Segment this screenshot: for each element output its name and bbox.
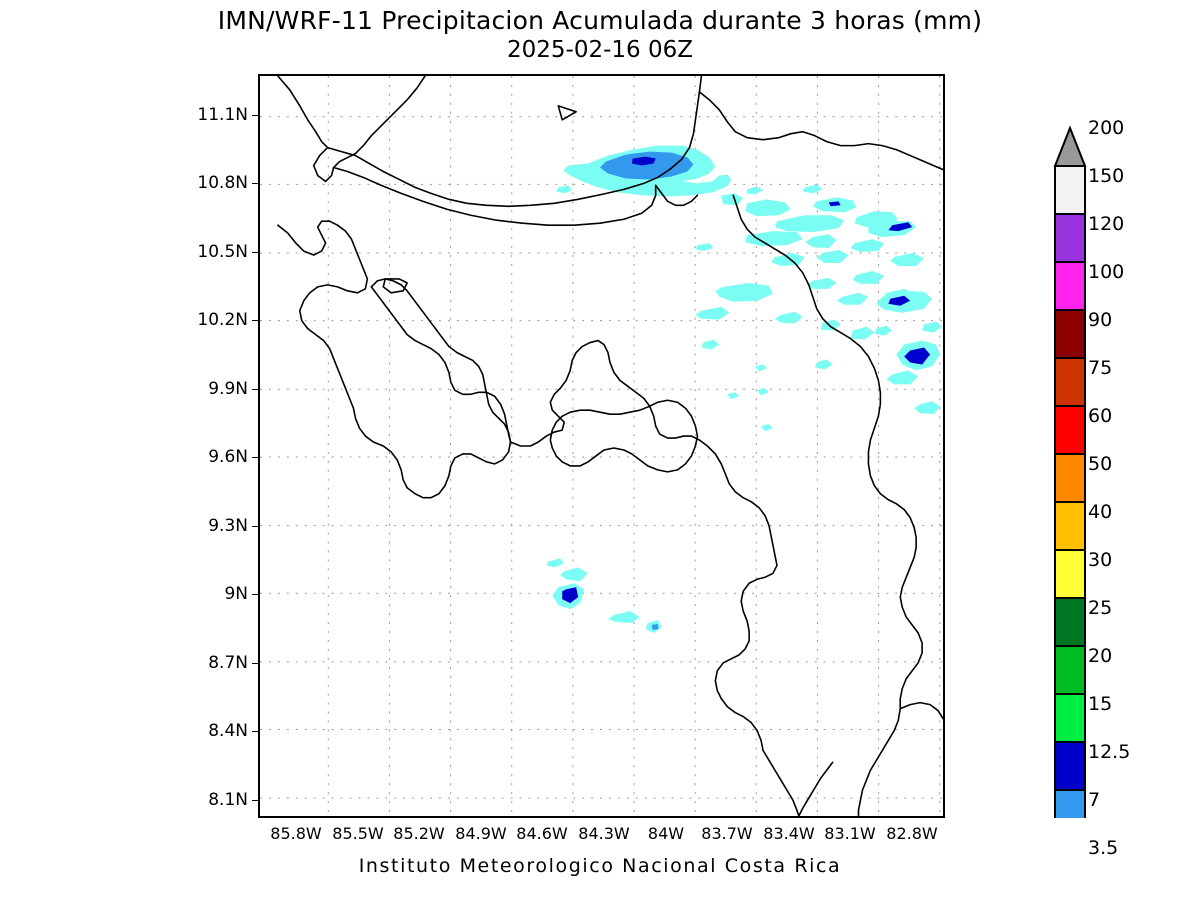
precipitation-map [260, 76, 943, 816]
colorbar-band-30 [1054, 597, 1086, 647]
precip-cells-valle-central [546, 558, 662, 633]
x-tick-label: 85.8W [270, 824, 322, 843]
chart-title-block: IMN/WRF-11 Precipitacion Acumulada duran… [0, 6, 1200, 64]
precip-cell-caribe-sureste [876, 290, 933, 313]
y-tick-label: 9.3N [208, 516, 248, 536]
x-tick-label: 85.5W [332, 824, 384, 843]
colorbar-label: 40 [1088, 501, 1113, 523]
y-tick-mark [252, 320, 260, 321]
colorbar-label: 120 [1088, 213, 1125, 235]
precip-cells-caribe-costa [746, 184, 823, 195]
colorbar-band-75 [1054, 405, 1086, 455]
y-tick-label: 9.6N [208, 447, 248, 467]
y-tick-label: 9N [224, 584, 248, 604]
source-attribution: Instituto Meteorologico Nacional Costa R… [358, 855, 842, 877]
colorbar-label: 25 [1088, 597, 1113, 619]
colorbar-top-cap [1053, 125, 1087, 167]
colorbar-label: 20 [1088, 645, 1113, 667]
precip-cell-norte-satelites [556, 185, 744, 252]
x-tick-label: 84W [647, 824, 685, 843]
colorbar-band-40 [1054, 549, 1086, 599]
x-tick-label: 84.9W [455, 824, 507, 843]
y-tick-mark [252, 252, 260, 253]
map-plot-area[interactable] [258, 74, 945, 818]
colorbar-band-50 [1054, 501, 1086, 551]
x-tick-label: 83.4W [763, 824, 815, 843]
colorbar-svg [1053, 125, 1087, 818]
precip-contour-fill [546, 145, 943, 633]
colorbar-band-12_5 [1054, 789, 1086, 818]
y-axis-labels: 11.1N 10.8N 10.5N 10.2N 9.9N 9.6N 9.3N 9… [180, 74, 248, 818]
chart-subtitle: 2025-02-16 06Z [507, 37, 693, 63]
colorbar-band-15 [1054, 741, 1086, 791]
coastline-borders [277, 76, 943, 816]
y-tick-label: 10.2N [197, 310, 248, 330]
precip-cell-norte [563, 145, 732, 197]
colorbar-label: 30 [1088, 549, 1113, 571]
colorbar-label: 15 [1088, 693, 1113, 715]
y-tick-mark [252, 115, 260, 116]
colorbar-band-60 [1054, 453, 1086, 503]
y-tick-label: 9.9N [208, 379, 248, 399]
page-title: IMN/WRF-11 Precipitacion Acumulada duran… [217, 6, 983, 35]
y-tick-mark [252, 183, 260, 184]
precip-cells-borde-este [874, 321, 943, 385]
y-tick-label: 10.5N [197, 242, 248, 262]
colorbar-label: 150 [1088, 165, 1125, 187]
x-tick-label: 84.6W [516, 824, 568, 843]
y-tick-label: 10.8N [197, 173, 248, 193]
x-tick-label: 85.2W [393, 824, 445, 843]
colorbar-label: 90 [1088, 309, 1113, 331]
colorbar-label: 3.5 [1088, 837, 1119, 859]
colorbar-band-20 [1054, 693, 1086, 743]
x-tick-label: 83.1W [824, 824, 876, 843]
y-tick-label: 8.7N [208, 653, 248, 673]
colorbar-label: 100 [1088, 261, 1125, 283]
x-tick-label: 84.3W [578, 824, 630, 843]
colorbar-label: 75 [1088, 357, 1113, 379]
x-tick-label: 83.7W [701, 824, 753, 843]
y-tick-mark [252, 457, 260, 458]
y-tick-mark [252, 663, 260, 664]
colorbar-label: 60 [1088, 405, 1113, 427]
colorbar-band-150 [1054, 213, 1086, 263]
y-tick-mark [252, 526, 260, 527]
colorbar-label: 12.5 [1088, 741, 1131, 763]
y-tick-mark [252, 594, 260, 595]
y-tick-mark [252, 389, 260, 390]
colorbar-band-90 [1054, 357, 1086, 407]
colorbar-label: 50 [1088, 453, 1113, 475]
y-tick-mark [252, 800, 260, 801]
x-axis-labels: 85.8W 85.5W 85.2W 84.9W 84.6W 84.3W 84W … [258, 824, 945, 848]
y-tick-label: 11.1N [197, 105, 248, 125]
precip-cells-este-misc [761, 401, 941, 432]
precip-cells-caribe-norte [745, 197, 925, 266]
colorbar-label: 7 [1088, 789, 1101, 811]
colorbar-band-100 [1054, 309, 1086, 359]
graticule-gridlines [260, 76, 943, 816]
colorbar-band-120 [1054, 261, 1086, 311]
x-tick-label: 82.8W [886, 824, 938, 843]
colorbar-label: 200 [1088, 117, 1125, 139]
y-tick-label: 8.4N [208, 721, 248, 741]
colorbar-band-200 [1054, 165, 1086, 215]
y-tick-label: 8.1N [208, 790, 248, 810]
y-tick-mark [252, 731, 260, 732]
colorbar-band-25 [1054, 645, 1086, 695]
colorbar-legend[interactable]: 200 150 120 100 90 75 60 50 40 30 25 20 … [1040, 88, 1190, 859]
